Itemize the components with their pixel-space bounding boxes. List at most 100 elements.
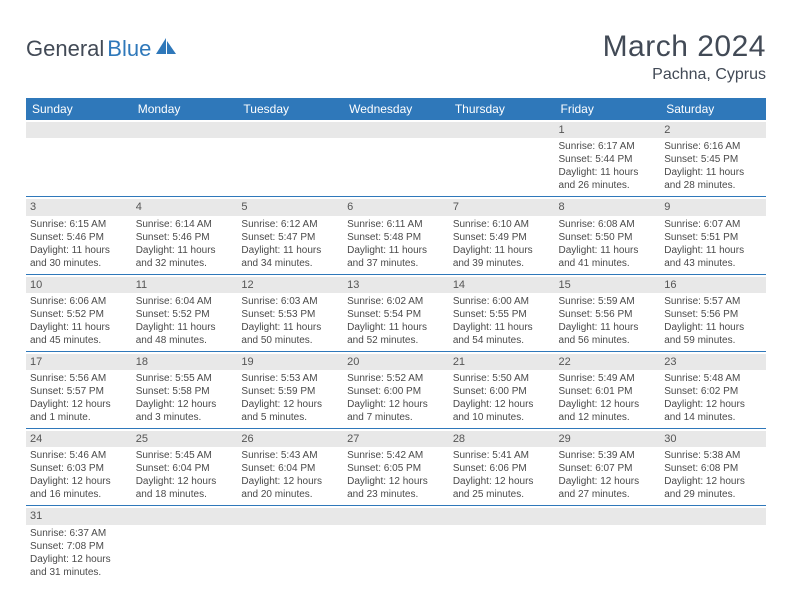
daylight-text: and 10 minutes. xyxy=(453,411,551,424)
sunrise-text: Sunrise: 5:55 AM xyxy=(136,372,234,385)
calendar-week-row: 31Sunrise: 6:37 AMSunset: 7:08 PMDayligh… xyxy=(26,506,766,583)
day-number: 2 xyxy=(660,122,766,138)
header: GeneralBlue March 2024 Pachna, Cyprus xyxy=(26,30,766,84)
weekday-header: Saturday xyxy=(660,98,766,120)
calendar-day-cell: 4Sunrise: 6:14 AMSunset: 5:46 PMDaylight… xyxy=(132,197,238,274)
day-number-bar xyxy=(132,122,238,138)
sunrise-text: Sunrise: 5:42 AM xyxy=(347,449,445,462)
daylight-text: Daylight: 11 hours xyxy=(347,244,445,257)
calendar-empty-cell xyxy=(555,506,661,583)
sunset-text: Sunset: 6:02 PM xyxy=(664,385,762,398)
calendar-day-cell: 8Sunrise: 6:08 AMSunset: 5:50 PMDaylight… xyxy=(555,197,661,274)
sunset-text: Sunset: 5:46 PM xyxy=(136,231,234,244)
daylight-text: Daylight: 12 hours xyxy=(241,475,339,488)
calendar-header-row: SundayMondayTuesdayWednesdayThursdayFrid… xyxy=(26,98,766,120)
daylight-text: Daylight: 11 hours xyxy=(664,244,762,257)
sunset-text: Sunset: 5:50 PM xyxy=(559,231,657,244)
calendar-day-cell: 28Sunrise: 5:41 AMSunset: 6:06 PMDayligh… xyxy=(449,429,555,506)
calendar-day-cell: 17Sunrise: 5:56 AMSunset: 5:57 PMDayligh… xyxy=(26,351,132,428)
sunset-text: Sunset: 5:49 PM xyxy=(453,231,551,244)
calendar-day-cell: 7Sunrise: 6:10 AMSunset: 5:49 PMDaylight… xyxy=(449,197,555,274)
daylight-text: Daylight: 12 hours xyxy=(453,398,551,411)
daylight-text: and 54 minutes. xyxy=(453,334,551,347)
daylight-text: Daylight: 12 hours xyxy=(347,398,445,411)
sunrise-text: Sunrise: 6:06 AM xyxy=(30,295,128,308)
day-number-bar xyxy=(343,508,449,524)
daylight-text: and 59 minutes. xyxy=(664,334,762,347)
daylight-text: Daylight: 12 hours xyxy=(664,475,762,488)
calendar-empty-cell xyxy=(449,506,555,583)
sunset-text: Sunset: 5:52 PM xyxy=(136,308,234,321)
sunrise-text: Sunrise: 5:38 AM xyxy=(664,449,762,462)
day-number: 11 xyxy=(132,277,238,293)
calendar-empty-cell xyxy=(660,506,766,583)
calendar-day-cell: 30Sunrise: 5:38 AMSunset: 6:08 PMDayligh… xyxy=(660,429,766,506)
daylight-text: and 31 minutes. xyxy=(30,566,128,579)
sunrise-text: Sunrise: 6:03 AM xyxy=(241,295,339,308)
sunset-text: Sunset: 5:56 PM xyxy=(664,308,762,321)
calendar-week-row: 1Sunrise: 6:17 AMSunset: 5:44 PMDaylight… xyxy=(26,120,766,197)
daylight-text: Daylight: 11 hours xyxy=(347,321,445,334)
sunset-text: Sunset: 6:08 PM xyxy=(664,462,762,475)
sunrise-text: Sunrise: 5:49 AM xyxy=(559,372,657,385)
daylight-text: Daylight: 11 hours xyxy=(136,244,234,257)
day-number: 6 xyxy=(343,199,449,215)
calendar-day-cell: 1Sunrise: 6:17 AMSunset: 5:44 PMDaylight… xyxy=(555,120,661,197)
sunrise-text: Sunrise: 5:39 AM xyxy=(559,449,657,462)
calendar-day-cell: 16Sunrise: 5:57 AMSunset: 5:56 PMDayligh… xyxy=(660,274,766,351)
daylight-text: and 30 minutes. xyxy=(30,257,128,270)
sunset-text: Sunset: 5:54 PM xyxy=(347,308,445,321)
calendar-day-cell: 13Sunrise: 6:02 AMSunset: 5:54 PMDayligh… xyxy=(343,274,449,351)
day-number: 19 xyxy=(237,354,343,370)
day-number: 21 xyxy=(449,354,555,370)
day-number: 18 xyxy=(132,354,238,370)
sunset-text: Sunset: 6:07 PM xyxy=(559,462,657,475)
daylight-text: and 1 minute. xyxy=(30,411,128,424)
day-number: 1 xyxy=(555,122,661,138)
sunrise-text: Sunrise: 6:15 AM xyxy=(30,218,128,231)
daylight-text: Daylight: 12 hours xyxy=(30,398,128,411)
daylight-text: and 20 minutes. xyxy=(241,488,339,501)
sunset-text: Sunset: 6:01 PM xyxy=(559,385,657,398)
day-number: 29 xyxy=(555,431,661,447)
daylight-text: and 45 minutes. xyxy=(30,334,128,347)
day-number: 5 xyxy=(237,199,343,215)
calendar-day-cell: 31Sunrise: 6:37 AMSunset: 7:08 PMDayligh… xyxy=(26,506,132,583)
daylight-text: Daylight: 12 hours xyxy=(664,398,762,411)
calendar-empty-cell xyxy=(343,120,449,197)
day-number: 22 xyxy=(555,354,661,370)
sunrise-text: Sunrise: 6:17 AM xyxy=(559,140,657,153)
day-number-bar xyxy=(449,122,555,138)
sunrise-text: Sunrise: 5:41 AM xyxy=(453,449,551,462)
daylight-text: and 14 minutes. xyxy=(664,411,762,424)
sunset-text: Sunset: 5:48 PM xyxy=(347,231,445,244)
calendar-day-cell: 18Sunrise: 5:55 AMSunset: 5:58 PMDayligh… xyxy=(132,351,238,428)
day-number: 3 xyxy=(26,199,132,215)
daylight-text: Daylight: 12 hours xyxy=(559,398,657,411)
daylight-text: and 26 minutes. xyxy=(559,179,657,192)
daylight-text: Daylight: 12 hours xyxy=(136,475,234,488)
daylight-text: and 29 minutes. xyxy=(664,488,762,501)
day-number-bar xyxy=(237,122,343,138)
daylight-text: Daylight: 12 hours xyxy=(241,398,339,411)
calendar-day-cell: 25Sunrise: 5:45 AMSunset: 6:04 PMDayligh… xyxy=(132,429,238,506)
daylight-text: and 48 minutes. xyxy=(136,334,234,347)
calendar-day-cell: 10Sunrise: 6:06 AMSunset: 5:52 PMDayligh… xyxy=(26,274,132,351)
daylight-text: Daylight: 11 hours xyxy=(664,321,762,334)
day-number: 28 xyxy=(449,431,555,447)
sunrise-text: Sunrise: 6:08 AM xyxy=(559,218,657,231)
daylight-text: and 41 minutes. xyxy=(559,257,657,270)
daylight-text: and 3 minutes. xyxy=(136,411,234,424)
day-number: 12 xyxy=(237,277,343,293)
daylight-text: Daylight: 11 hours xyxy=(241,244,339,257)
month-title: March 2024 xyxy=(603,30,766,64)
calendar-day-cell: 2Sunrise: 6:16 AMSunset: 5:45 PMDaylight… xyxy=(660,120,766,197)
sunrise-text: Sunrise: 6:11 AM xyxy=(347,218,445,231)
daylight-text: and 32 minutes. xyxy=(136,257,234,270)
sunrise-text: Sunrise: 5:45 AM xyxy=(136,449,234,462)
daylight-text: Daylight: 11 hours xyxy=(30,321,128,334)
sunrise-text: Sunrise: 5:48 AM xyxy=(664,372,762,385)
sunrise-text: Sunrise: 5:56 AM xyxy=(30,372,128,385)
calendar-day-cell: 3Sunrise: 6:15 AMSunset: 5:46 PMDaylight… xyxy=(26,197,132,274)
daylight-text: Daylight: 12 hours xyxy=(30,475,128,488)
